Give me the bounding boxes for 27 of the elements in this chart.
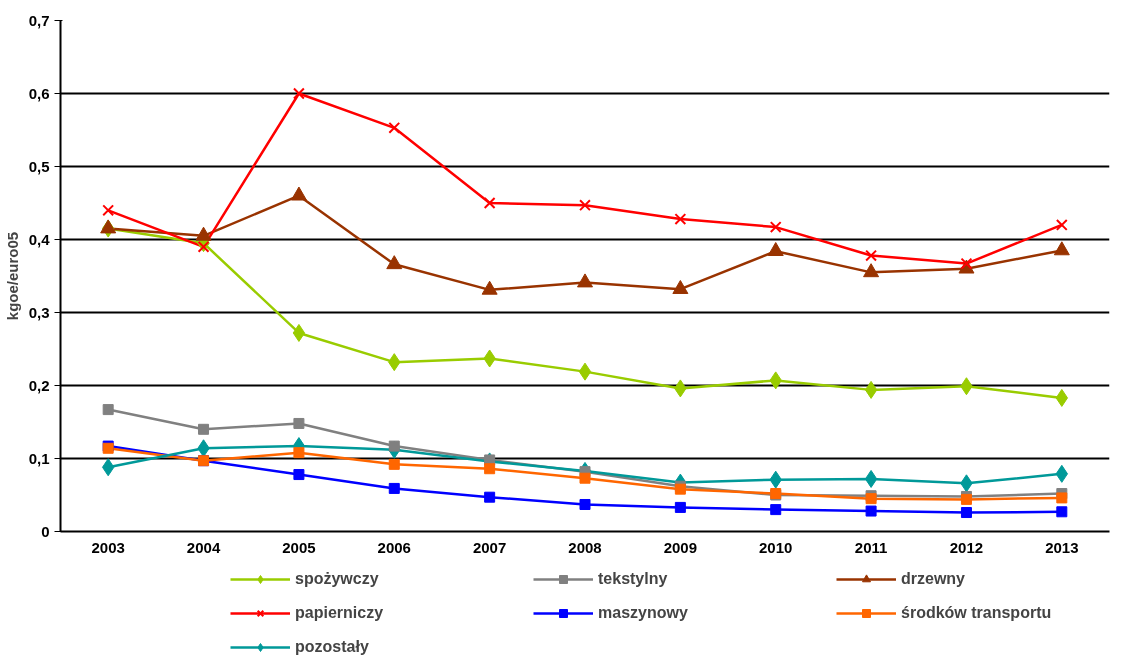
y-tick-label: 0 (41, 522, 50, 540)
legend-label: pozostały (295, 638, 370, 656)
x-tick-label: 2003 (91, 538, 125, 556)
x-tick-label: 2011 (854, 538, 888, 556)
legend-label: środków transportu (901, 604, 1053, 622)
x-tick-label: 2008 (568, 538, 602, 556)
y-tick-label: 0,3 (28, 303, 50, 321)
x-tick-label: 2012 (949, 538, 984, 556)
x-tick-label: 2013 (1045, 538, 1079, 556)
x-tick-label: 2009 (663, 538, 698, 556)
x-tick-label: 2007 (472, 538, 507, 556)
y-tick-label: 0,7 (28, 11, 50, 29)
y-tick-label: 0,5 (28, 157, 50, 175)
x-tick-label: 2004 (186, 538, 221, 556)
y-tick-label: 0,6 (28, 84, 50, 102)
x-tick-label: 2006 (377, 538, 411, 556)
y-axis-title: kgoe/euro05 (3, 231, 21, 321)
legend-label: spożywczy (295, 570, 380, 588)
legend-label: tekstylny (598, 570, 669, 588)
legend-label: drzewny (901, 570, 966, 588)
y-tick-label: 0,4 (28, 230, 51, 248)
x-tick-label: 2010 (759, 538, 793, 556)
x-tick-label: 2005 (282, 538, 316, 556)
y-tick-label: 0,1 (28, 449, 50, 467)
y-tick-label: 0,2 (28, 376, 50, 394)
legend-label: maszynowy (598, 604, 689, 622)
legend-label: papierniczy (295, 604, 385, 622)
